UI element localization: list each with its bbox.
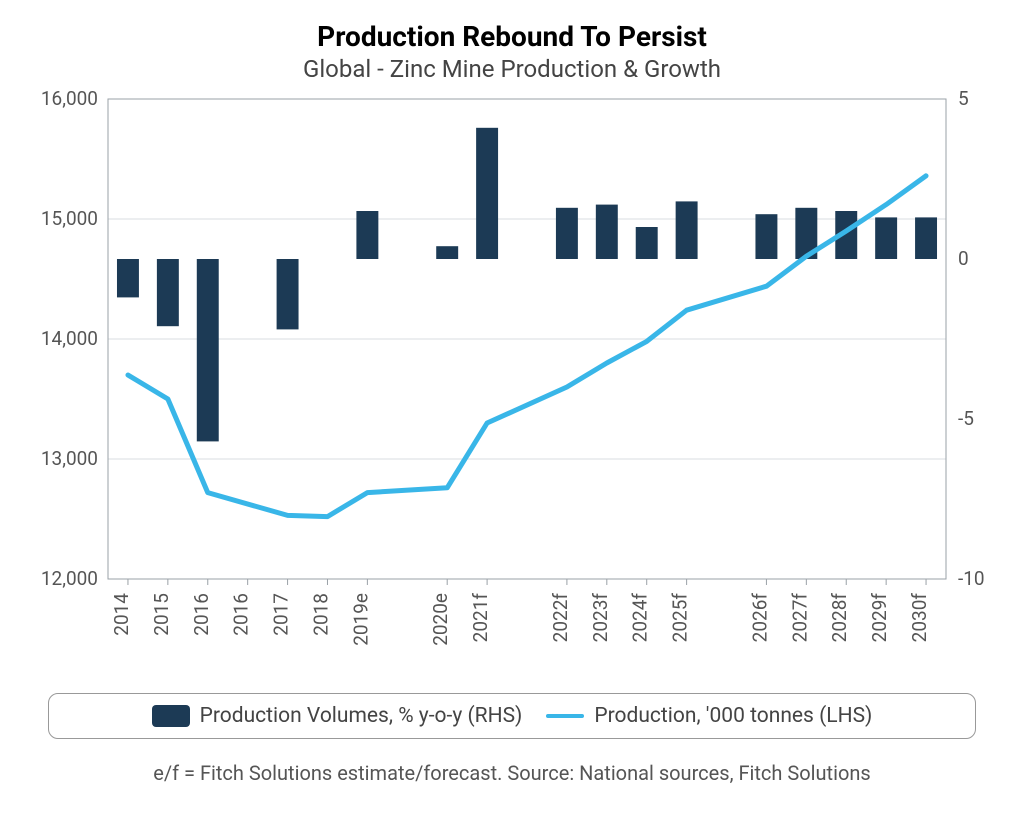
- plot-area: 12,000 13,000 14,000 15,000 16,000 -10 -5 0 5 201…: [20, 89, 1004, 679]
- svg-text:2015: 2015: [150, 593, 173, 636]
- svg-text:12,000: 12,000: [41, 567, 98, 590]
- svg-text:16,000: 16,000: [41, 89, 98, 110]
- svg-text:-10: -10: [958, 567, 985, 590]
- svg-text:2023f: 2023f: [589, 593, 612, 643]
- svg-text:2028f: 2028f: [828, 593, 851, 643]
- svg-text:2029f: 2029f: [868, 593, 891, 643]
- chart-container: Production Rebound To Persist Global - Z…: [20, 20, 1004, 785]
- svg-text:0: 0: [958, 247, 969, 270]
- legend-swatch-line: [546, 714, 584, 718]
- svg-text:13,000: 13,000: [41, 447, 98, 470]
- svg-text:14,000: 14,000: [41, 327, 98, 350]
- svg-text:2025f: 2025f: [669, 593, 692, 643]
- svg-text:2017: 2017: [270, 593, 293, 636]
- legend-bar-label: Production Volumes, % y-o-y (RHS): [200, 704, 523, 728]
- chart-svg: 12,000 13,000 14,000 15,000 16,000 -10 -5 0 5 201…: [20, 89, 1004, 679]
- svg-text:2026f: 2026f: [748, 593, 771, 643]
- svg-text:2019e: 2019e: [349, 593, 372, 646]
- svg-text:2021f: 2021f: [469, 593, 492, 643]
- chart-title: Production Rebound To Persist: [20, 20, 1004, 53]
- legend: Production Volumes, % y-o-y (RHS) Produc…: [48, 693, 976, 739]
- svg-text:2027f: 2027f: [788, 593, 811, 643]
- svg-text:2020e: 2020e: [429, 593, 452, 646]
- chart-subtitle: Global - Zinc Mine Production & Growth: [20, 55, 1004, 83]
- svg-text:5: 5: [958, 89, 969, 110]
- svg-text:2018: 2018: [309, 593, 332, 636]
- legend-item-bars: Production Volumes, % y-o-y (RHS): [152, 704, 523, 728]
- svg-text:2014: 2014: [110, 593, 133, 636]
- svg-text:2016: 2016: [230, 593, 253, 636]
- svg-text:2016: 2016: [190, 593, 213, 636]
- svg-text:2022f: 2022f: [549, 593, 572, 643]
- legend-swatch-bar: [152, 705, 190, 727]
- footnote: e/f = Fitch Solutions estimate/forecast.…: [20, 761, 1004, 785]
- legend-item-line: Production, '000 tonnes (LHS): [546, 704, 872, 728]
- legend-line-label: Production, '000 tonnes (LHS): [594, 704, 872, 728]
- svg-text:-5: -5: [958, 407, 974, 430]
- svg-text:2030f: 2030f: [908, 593, 931, 643]
- svg-text:2024f: 2024f: [629, 593, 652, 643]
- svg-text:15,000: 15,000: [41, 207, 98, 230]
